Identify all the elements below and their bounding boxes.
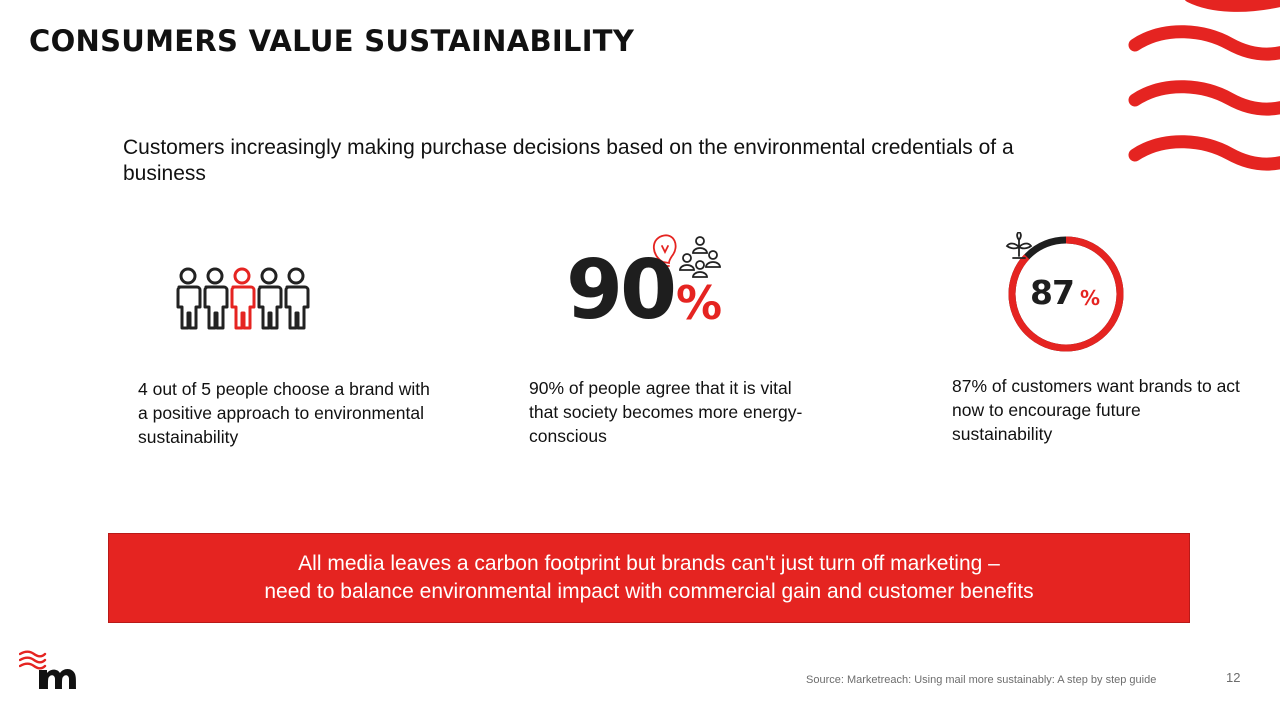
source-citation: Source: Marketreach: Using mail more sus… bbox=[806, 674, 1157, 686]
stat-87-percent-sign: % bbox=[1080, 286, 1101, 310]
stat-87-number: 87 bbox=[1030, 273, 1075, 312]
progress-ring-icon bbox=[1008, 236, 1124, 352]
brand-logo-icon bbox=[19, 650, 76, 689]
stat-87-ring: 87 % bbox=[1004, 232, 1128, 356]
slide-title: CONSUMERS VALUE SUSTAINABILITY bbox=[29, 24, 635, 58]
slide-subtitle: Customers increasingly making purchase d… bbox=[123, 136, 1014, 185]
people-group-icon bbox=[176, 267, 310, 330]
key-message-banner: All media leaves a carbon footprint but … bbox=[108, 533, 1190, 623]
stat-caption-customers: 87% of customers want brands to act now … bbox=[952, 376, 1240, 444]
banner-line-2: need to balance environmental impact wit… bbox=[264, 580, 1034, 603]
lightbulb-people-icon bbox=[652, 234, 721, 278]
stat-caption-people: 4 out of 5 people choose a brand with a … bbox=[138, 379, 430, 447]
page-number: 12 bbox=[1226, 670, 1241, 685]
stat-caption-energy: 90% of people agree that it is vital tha… bbox=[529, 378, 803, 446]
stat-90-percent-sign: % bbox=[676, 276, 723, 330]
stat-90-graphic: 90 % bbox=[562, 232, 742, 342]
stat-90-number: 90 bbox=[566, 243, 677, 338]
plant-sprout-icon bbox=[1005, 232, 1033, 259]
decorative-waves-icon bbox=[1128, 0, 1280, 171]
banner-line-1: All media leaves a carbon footprint but … bbox=[298, 552, 1000, 575]
